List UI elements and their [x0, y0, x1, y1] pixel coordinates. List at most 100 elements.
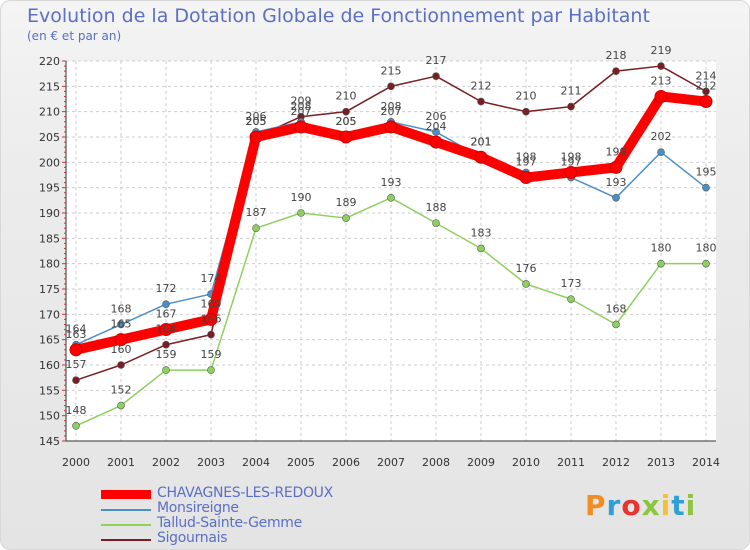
x-tick-label: 2007: [377, 456, 405, 469]
data-label: 167: [156, 308, 177, 321]
data-point: [204, 312, 218, 326]
data-label: 183: [471, 226, 492, 239]
data-point: [117, 361, 125, 369]
y-tick-label: 160: [39, 359, 60, 372]
data-label: 166: [201, 313, 222, 326]
data-point: [114, 333, 128, 347]
data-label: 164: [156, 323, 177, 336]
x-tick-label: 2000: [62, 456, 90, 469]
y-tick-label: 175: [39, 283, 60, 296]
data-label: 197: [516, 156, 537, 169]
y-tick-label: 195: [39, 182, 60, 195]
proxiti-logo: Proxiti: [585, 489, 696, 522]
data-point: [432, 128, 440, 136]
data-label: 160: [111, 343, 132, 356]
y-tick-label: 185: [39, 232, 60, 245]
data-point: [384, 120, 398, 134]
logo-letter: o: [621, 489, 642, 522]
x-tick-label: 2001: [107, 456, 135, 469]
logo-letter: i: [685, 489, 697, 522]
data-label: 210: [336, 90, 357, 103]
data-label: 212: [696, 80, 717, 93]
data-label: 211: [561, 85, 582, 98]
data-label: 187: [246, 206, 267, 219]
data-label: 180: [696, 242, 717, 255]
logo-letter: i: [660, 489, 672, 522]
data-point: [474, 150, 488, 164]
data-label: 214: [696, 69, 717, 82]
logo-letter: t: [671, 489, 686, 522]
logo-letter: P: [585, 489, 607, 522]
data-point: [207, 330, 215, 339]
legend-swatch-sigournais: [101, 539, 151, 541]
data-point: [162, 300, 170, 309]
data-label: 195: [696, 166, 717, 179]
x-tick-label: 2003: [197, 456, 225, 469]
y-tick-label: 205: [39, 131, 60, 144]
data-label: 205: [246, 115, 267, 128]
legend-label-sigournais: Sigournais: [157, 530, 228, 546]
data-point: [702, 87, 710, 96]
y-tick-label: 200: [39, 156, 60, 169]
line-chart: 1451501551601651701751801851901952002052…: [39, 44, 720, 469]
data-point: [162, 340, 170, 349]
data-point: [159, 323, 173, 337]
x-tick-label: 2014: [692, 456, 720, 469]
data-label: 163: [66, 328, 87, 341]
data-label: 208: [381, 100, 402, 113]
data-label: 207: [381, 105, 402, 118]
data-label: 190: [291, 191, 312, 204]
y-tick-label: 155: [39, 384, 60, 397]
y-tick-label: 180: [39, 258, 60, 271]
data-point: [249, 130, 263, 144]
data-point: [207, 366, 215, 374]
y-tick-label: 210: [39, 106, 60, 119]
data-label: 164: [66, 323, 87, 336]
x-tick-label: 2004: [242, 456, 270, 469]
x-tick-label: 2008: [422, 456, 450, 469]
y-tick-label: 215: [39, 80, 60, 93]
y-tick-label: 145: [39, 435, 60, 448]
label-layer: 157 160 164 166 205 209 210 215 217 212 210 211 218 2…: [66, 44, 717, 417]
chart-title: Evolution de la Dotation Globale de Fonc…: [27, 5, 650, 27]
data-point: [657, 259, 665, 268]
data-label: 199: [606, 145, 627, 158]
data-point: [612, 67, 620, 75]
data-label: 174: [201, 272, 222, 285]
legend-swatch-monsireigne: [101, 509, 151, 511]
data-point: [429, 135, 443, 149]
data-point: [117, 320, 125, 329]
y-tick-label: 150: [39, 410, 60, 423]
data-label: 148: [66, 404, 87, 417]
data-point: [294, 120, 308, 134]
data-label: 202: [651, 130, 672, 143]
data-label: 152: [111, 384, 132, 397]
data-label: 205: [246, 115, 267, 128]
data-point: [252, 224, 260, 232]
data-point: [609, 160, 623, 174]
x-tick-label: 2005: [287, 456, 315, 469]
data-point: [477, 244, 485, 253]
data-label: 159: [156, 348, 177, 361]
x-tick-label: 2010: [512, 456, 540, 469]
legend-swatch-chavagnes: [101, 490, 151, 499]
data-point: [612, 194, 620, 202]
data-label: 157: [66, 358, 87, 371]
data-label: 172: [156, 282, 177, 295]
data-label: 193: [606, 176, 627, 189]
data-label: 207: [291, 105, 312, 118]
data-label: 212: [471, 80, 492, 93]
data-label: 188: [426, 201, 447, 214]
data-label: 189: [336, 196, 357, 209]
data-point: [702, 183, 710, 192]
series-layer: [69, 62, 713, 430]
data-point: [387, 82, 395, 91]
data-point: [477, 97, 485, 106]
data-point: [117, 401, 125, 410]
x-tick-label: 2009: [467, 456, 495, 469]
x-tick-label: 2011: [557, 456, 585, 469]
data-point: [162, 366, 170, 374]
data-point: [567, 102, 575, 111]
chart-subtitle: (en € et par an): [27, 29, 122, 43]
data-label: 159: [201, 348, 222, 361]
